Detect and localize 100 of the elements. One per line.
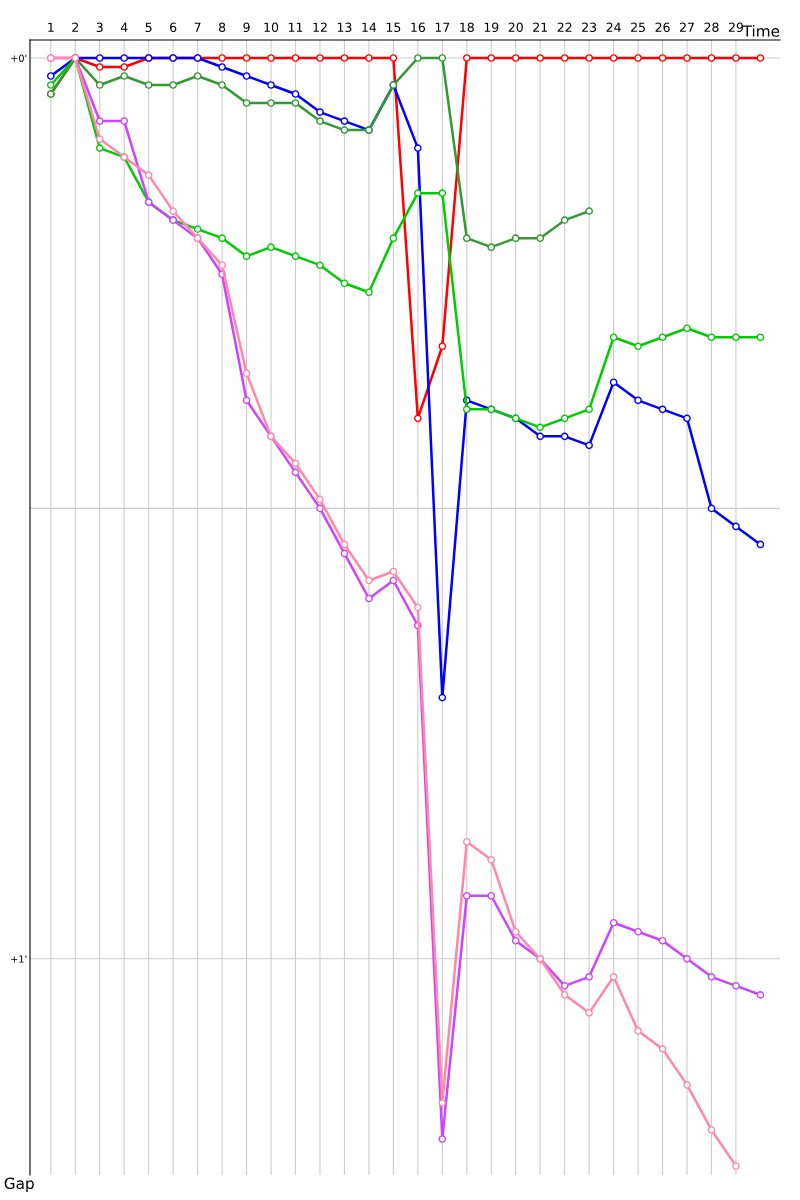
point [634, 54, 642, 62]
point [560, 982, 569, 990]
point [365, 576, 373, 585]
point [340, 549, 349, 558]
point [462, 405, 471, 414]
point [120, 63, 129, 71]
point [585, 405, 593, 414]
x-tick-label: 15 [386, 22, 401, 33]
point [267, 54, 275, 62]
point [683, 414, 691, 423]
point [218, 261, 226, 270]
point [487, 54, 496, 62]
point [536, 423, 545, 432]
x-tick-label: 24 [606, 22, 621, 32]
point [536, 54, 545, 62]
point [267, 81, 275, 89]
point [560, 54, 569, 62]
point [707, 504, 716, 513]
point [438, 1135, 447, 1143]
point [169, 207, 177, 215]
point [242, 396, 251, 405]
point [511, 234, 520, 242]
point [658, 1045, 667, 1053]
point [536, 432, 545, 441]
point [585, 207, 593, 215]
x-tick-label: 1 [48, 22, 54, 32]
point [242, 369, 251, 378]
point [193, 225, 202, 233]
point [267, 243, 275, 252]
point [267, 99, 275, 107]
point [462, 54, 471, 62]
point [438, 342, 447, 351]
point [95, 81, 104, 89]
point [560, 414, 569, 423]
point [414, 54, 422, 62]
point [340, 279, 349, 288]
point [560, 432, 569, 441]
point [340, 540, 349, 549]
point [95, 144, 104, 152]
point [389, 54, 398, 62]
point [193, 72, 202, 80]
point [218, 81, 226, 89]
point [658, 54, 667, 62]
point [291, 459, 300, 468]
x-tick-label: 7 [194, 22, 201, 32]
point [340, 54, 349, 62]
point [707, 333, 716, 342]
point [340, 117, 349, 125]
point [291, 252, 300, 261]
point [462, 837, 471, 846]
point [634, 927, 642, 936]
y-axis-title: Gap [4, 1177, 34, 1193]
x-tick-label: 20 [508, 22, 523, 33]
point [291, 90, 300, 98]
x-tick-label: 4 [120, 22, 128, 32]
x-tick-label: 26 [655, 22, 670, 33]
x-tick-label: 8 [218, 22, 226, 33]
point [585, 973, 593, 981]
point [316, 117, 324, 125]
point [609, 378, 618, 387]
point [634, 342, 642, 351]
point [389, 234, 398, 242]
point [365, 54, 373, 62]
y-tick-label: +0' [11, 54, 27, 62]
point [756, 540, 765, 549]
point [242, 72, 251, 80]
point [144, 171, 153, 179]
x-tick-label: 28 [704, 22, 719, 33]
x-tick-label: 21 [533, 22, 547, 32]
point [365, 288, 373, 297]
point [46, 81, 55, 89]
point [511, 927, 520, 936]
point [242, 99, 251, 107]
x-tick-label: 3 [96, 22, 103, 33]
point [120, 54, 129, 62]
point [120, 72, 129, 80]
point [316, 504, 324, 513]
point [658, 405, 667, 414]
point [732, 54, 740, 62]
x-tick-label: 27 [679, 22, 694, 32]
point [585, 441, 593, 450]
point [316, 495, 324, 504]
point [291, 54, 300, 62]
x-tick-label: 25 [631, 22, 645, 33]
point [683, 1081, 691, 1089]
point [634, 396, 642, 405]
point [609, 973, 618, 981]
point [487, 855, 496, 864]
point [658, 936, 667, 945]
point [634, 1027, 642, 1035]
point [732, 522, 740, 531]
point [487, 891, 496, 900]
x-tick-label: 17 [435, 22, 450, 32]
point [487, 243, 496, 252]
x-tick-label: 16 [411, 22, 426, 33]
x-tick-label: 12 [313, 22, 327, 32]
point [658, 333, 667, 342]
point [585, 1009, 593, 1017]
point [144, 81, 153, 89]
point [242, 252, 251, 261]
